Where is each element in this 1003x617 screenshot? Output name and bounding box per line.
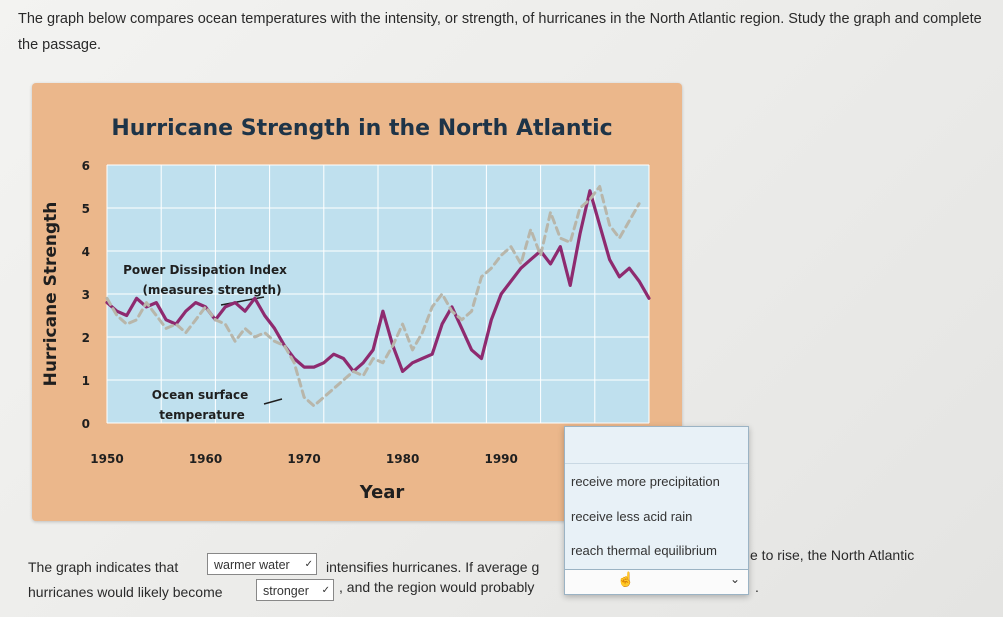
chevron-down-icon: ✓ (304, 559, 313, 570)
question-intro: The graph below compares ocean temperatu… (18, 11, 982, 53)
chevron-down-icon: ⌄ (729, 572, 740, 586)
dropdown-option-acid-rain[interactable]: receive less acid rain (571, 509, 693, 524)
passage-text-3: e to rise, the North Atlantic (750, 547, 915, 563)
answer-select-1[interactable]: warmer water ✓ (207, 553, 317, 575)
dropdown-header (565, 427, 748, 464)
series-line-power-dissipation (105, 189, 651, 373)
chart-title: Hurricane Strength in the North Atlantic (111, 116, 612, 141)
y-tick-label: 6 (82, 159, 90, 173)
chart-annotation: (measures strength) (142, 283, 281, 297)
y-tick-label: 5 (82, 202, 90, 216)
chart-canvas: 0123456195019601970198019902000Hurricane… (41, 116, 651, 503)
answer-select-2-value: stronger (263, 584, 309, 598)
y-tick-label: 0 (82, 417, 90, 431)
answer-select-2[interactable]: stronger ✓ (256, 579, 334, 601)
x-tick-label: 1990 (484, 452, 517, 466)
y-tick-label: 2 (82, 331, 90, 345)
answer-dropdown-menu[interactable]: receive more precipitation receive less … (564, 426, 749, 595)
chevron-down-icon: ✓ (321, 585, 330, 596)
x-tick-label: 1970 (287, 452, 320, 466)
series-line-ocean-temperature (105, 185, 641, 408)
hand-pointer-icon: ☝ (617, 571, 635, 587)
annotation-arrow (220, 296, 265, 306)
y-tick-label: 3 (82, 288, 90, 302)
y-tick-label: 1 (82, 374, 90, 388)
passage-text-5: , and the region would probably (339, 579, 535, 595)
annotation-arrow (263, 398, 283, 405)
passage-text-2: intensifies hurricanes. If average g (326, 559, 540, 575)
y-axis-label: Hurricane Strength (41, 202, 61, 387)
answer-select-3[interactable]: ☝ ⌄ (565, 569, 748, 594)
chart-annotation: Power Dissipation Index (123, 263, 287, 277)
dropdown-option-thermal-equilibrium[interactable]: reach thermal equilibrium (571, 543, 717, 558)
chart-annotation: temperature (159, 408, 244, 422)
passage-text-6: . (755, 579, 759, 595)
chart-annotation: Ocean surface (152, 388, 248, 402)
x-axis-label: Year (359, 482, 405, 503)
passage-text-1: The graph indicates that (28, 559, 179, 575)
x-tick-label: 1980 (386, 452, 419, 466)
answer-select-1-value: warmer water (214, 558, 290, 572)
passage-text-4: hurricanes would likely become (28, 584, 223, 600)
y-tick-label: 4 (82, 245, 90, 259)
x-tick-label: 1960 (189, 452, 222, 466)
hurricane-chart: 0123456195019601970198019902000Hurricane… (32, 83, 682, 521)
x-tick-label: 1950 (90, 452, 123, 466)
dropdown-option-precipitation[interactable]: receive more precipitation (571, 474, 720, 489)
